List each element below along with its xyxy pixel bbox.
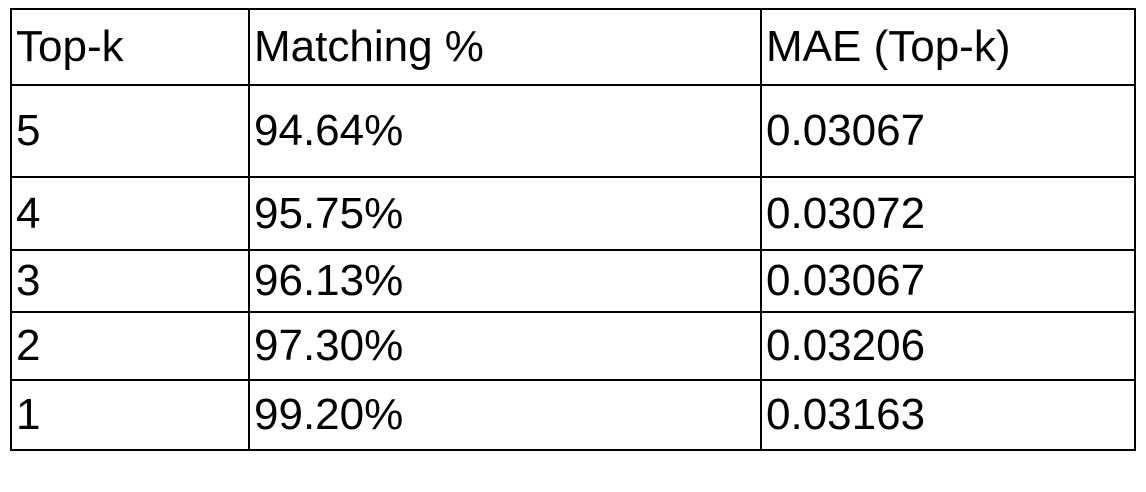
cell-top-k: 1 [10, 379, 250, 451]
cell-mae: 0.03072 [760, 176, 1136, 251]
cell-matching-percent: 99.20% [248, 379, 762, 451]
cell-matching-percent: 97.30% [248, 311, 762, 381]
cell-mae: 0.03067 [760, 249, 1136, 313]
cell-mae: 0.03206 [760, 311, 1136, 381]
cell-mae: 0.03163 [760, 379, 1136, 451]
table-row: 3 96.13% 0.03067 [10, 249, 1136, 313]
cell-top-k: 3 [10, 249, 250, 313]
cell-matching-percent: 96.13% [248, 249, 762, 313]
table-row: 2 97.30% 0.03206 [10, 311, 1136, 381]
cell-top-k: 2 [10, 311, 250, 381]
cell-top-k: 4 [10, 176, 250, 251]
header-mae-top-k: MAE (Top-k) [760, 8, 1136, 86]
results-table: Top-k Matching % MAE (Top-k) 5 94.64% 0.… [10, 8, 1136, 451]
header-matching-percent: Matching % [248, 8, 762, 86]
header-top-k: Top-k [10, 8, 250, 86]
results-table-container: Top-k Matching % MAE (Top-k) 5 94.64% 0.… [10, 8, 1136, 451]
table-row: 1 99.20% 0.03163 [10, 379, 1136, 451]
table-row: 4 95.75% 0.03072 [10, 176, 1136, 251]
cell-matching-percent: 94.64% [248, 84, 762, 178]
table-header-row: Top-k Matching % MAE (Top-k) [10, 8, 1136, 86]
cell-top-k: 5 [10, 84, 250, 178]
table-row: 5 94.64% 0.03067 [10, 84, 1136, 178]
cell-mae: 0.03067 [760, 84, 1136, 178]
cell-matching-percent: 95.75% [248, 176, 762, 251]
